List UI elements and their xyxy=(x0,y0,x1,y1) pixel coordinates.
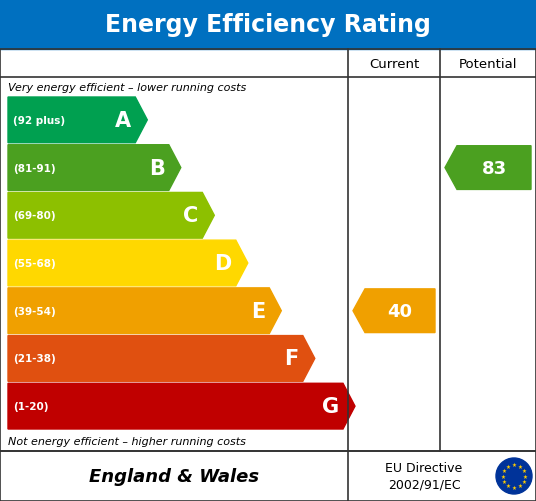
Text: 40: 40 xyxy=(388,302,413,320)
Text: ★: ★ xyxy=(502,479,507,484)
Text: Not energy efficient – higher running costs: Not energy efficient – higher running co… xyxy=(8,436,246,446)
Text: ★: ★ xyxy=(511,462,517,467)
Polygon shape xyxy=(8,384,355,429)
Text: (39-54): (39-54) xyxy=(13,306,56,316)
Text: C: C xyxy=(183,206,198,226)
Text: E: E xyxy=(251,301,265,321)
Text: ★: ★ xyxy=(506,483,511,488)
Text: ★: ★ xyxy=(506,464,511,469)
Text: (69-80): (69-80) xyxy=(13,211,56,221)
Polygon shape xyxy=(8,193,214,238)
Text: ★: ★ xyxy=(521,479,526,484)
Text: EU Directive: EU Directive xyxy=(385,461,463,474)
Polygon shape xyxy=(353,289,435,333)
Text: (55-68): (55-68) xyxy=(13,259,56,269)
Text: (21-38): (21-38) xyxy=(13,354,56,364)
Bar xyxy=(0,451,536,501)
Text: 83: 83 xyxy=(481,159,507,177)
Text: ★: ★ xyxy=(523,473,527,478)
Text: Very energy efficient – lower running costs: Very energy efficient – lower running co… xyxy=(8,83,246,93)
Text: ★: ★ xyxy=(501,473,505,478)
Text: (81-91): (81-91) xyxy=(13,163,56,173)
Text: ★: ★ xyxy=(517,464,522,469)
Text: F: F xyxy=(285,349,299,369)
Text: (1-20): (1-20) xyxy=(13,401,48,411)
Text: A: A xyxy=(115,111,131,131)
Text: ★: ★ xyxy=(521,468,526,473)
Polygon shape xyxy=(8,288,281,334)
Text: (92 plus): (92 plus) xyxy=(13,116,65,126)
Text: Current: Current xyxy=(369,58,419,70)
Text: ★: ★ xyxy=(502,468,507,473)
Text: England & Wales: England & Wales xyxy=(89,467,259,485)
Text: D: D xyxy=(214,254,232,274)
Bar xyxy=(0,0,536,50)
Polygon shape xyxy=(8,336,315,382)
Text: ★: ★ xyxy=(511,484,517,489)
Text: G: G xyxy=(322,396,339,416)
Text: 2002/91/EC: 2002/91/EC xyxy=(388,477,460,490)
Polygon shape xyxy=(8,145,181,191)
Text: Energy Efficiency Rating: Energy Efficiency Rating xyxy=(105,13,431,37)
Polygon shape xyxy=(8,98,147,143)
Text: Potential: Potential xyxy=(459,58,517,70)
Text: B: B xyxy=(149,158,165,178)
Polygon shape xyxy=(8,240,248,286)
Polygon shape xyxy=(445,146,531,190)
Circle shape xyxy=(496,458,532,494)
Text: ★: ★ xyxy=(517,483,522,488)
Bar xyxy=(0,50,536,451)
